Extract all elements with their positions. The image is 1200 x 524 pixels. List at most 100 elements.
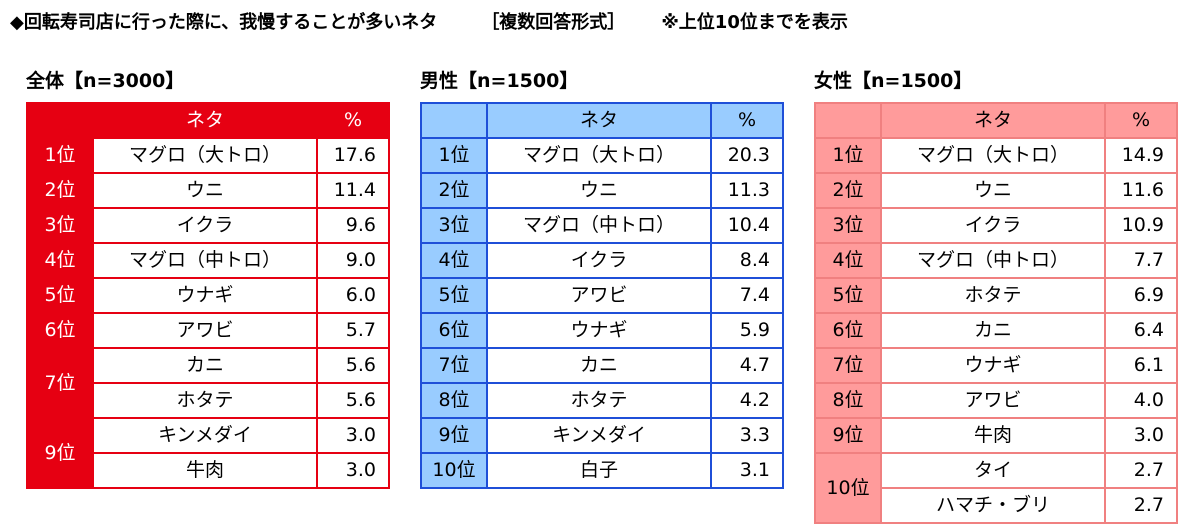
rank-cell: 4位 <box>814 242 882 279</box>
item-cell: ウニ <box>880 172 1106 209</box>
percent-header: % <box>1104 102 1178 139</box>
rank-cell: 4位 <box>26 242 94 279</box>
item-cell: マグロ（中トロ） <box>92 242 318 279</box>
title-format: ［複数回答形式］ <box>481 12 626 33</box>
item-cell: キンメダイ <box>486 417 712 454</box>
percent-cell: 3.1 <box>710 452 784 489</box>
table-header-row: ネタ % <box>814 102 1178 139</box>
rank-cell: 9位 <box>26 417 94 489</box>
table-row: 7位 カニ 4.7 <box>420 347 784 384</box>
male-ranking-table: ネタ % 1位 マグロ（大トロ） 20.3 2位 ウニ 11.3 3位 マグロ（… <box>420 102 784 489</box>
percent-header: % <box>316 102 390 139</box>
percent-cell: 9.6 <box>316 207 390 244</box>
rank-cell: 3位 <box>26 207 94 244</box>
rank-cell: 6位 <box>26 312 94 349</box>
item-cell: カニ <box>486 347 712 384</box>
table-row: 2位 ウニ 11.4 <box>26 172 390 209</box>
table-header-row: ネタ % <box>420 102 784 139</box>
table-row: 1位 マグロ（大トロ） 20.3 <box>420 137 784 174</box>
table-row: 10位 白子 3.1 <box>420 452 784 489</box>
percent-header: % <box>710 102 784 139</box>
rank-cell: 8位 <box>814 382 882 419</box>
table-row: 7位 カニ 5.6 <box>26 347 390 419</box>
percent-cell: 5.7 <box>316 312 390 349</box>
item-cell: マグロ（中トロ） <box>486 207 712 244</box>
item-cell: マグロ（大トロ） <box>486 137 712 174</box>
rank-cell: 5位 <box>26 277 94 314</box>
percent-cell: 4.2 <box>710 382 784 419</box>
percent-cell: 8.4 <box>710 242 784 279</box>
percent-cell: 5.6 <box>316 347 390 384</box>
rank-cell: 3位 <box>420 207 488 244</box>
table-row: 牛肉 3.0 <box>27 452 390 489</box>
table-row: 2位 ウニ 11.6 <box>814 172 1178 209</box>
rank-header <box>814 102 882 139</box>
percent-cell: 20.3 <box>710 137 784 174</box>
percent-cell: 3.0 <box>1104 417 1178 454</box>
item-cell: マグロ（大トロ） <box>92 137 318 174</box>
table-row: 9位 キンメダイ 3.3 <box>420 417 784 454</box>
rank-cell: 2位 <box>420 172 488 209</box>
item-cell: ウナギ <box>880 347 1106 384</box>
table-row: ホタテ 5.6 <box>27 382 390 419</box>
item-cell: 牛肉 <box>880 417 1106 454</box>
title-main: ◆回転寿司店に行った際に、我慢することが多いネタ <box>10 12 438 33</box>
female-heading: 女性【n=1500】 <box>814 70 973 92</box>
item-cell: 白子 <box>486 452 712 489</box>
item-cell: キンメダイ <box>92 417 318 454</box>
rank-cell: 1位 <box>420 137 488 174</box>
rank-cell: 4位 <box>420 242 488 279</box>
percent-cell: 5.9 <box>710 312 784 349</box>
percent-cell: 14.9 <box>1104 137 1178 174</box>
percent-cell: 6.4 <box>1104 312 1178 349</box>
percent-cell: 10.9 <box>1104 207 1178 244</box>
table-row: 4位 マグロ（中トロ） 7.7 <box>814 242 1178 279</box>
table-header-row: ネタ % <box>26 102 390 139</box>
rank-cell: 1位 <box>814 137 882 174</box>
item-cell: ホタテ <box>486 382 712 419</box>
table-row: 6位 アワビ 5.7 <box>26 312 390 349</box>
item-cell: イクラ <box>486 242 712 279</box>
rank-cell: 5位 <box>420 277 488 314</box>
percent-cell: 17.6 <box>316 137 390 174</box>
item-header: ネタ <box>92 102 318 139</box>
total-section: 全体【n=3000】 ネタ % 1位 マグロ（大トロ） 17.6 2位 ウニ 1… <box>26 66 390 489</box>
percent-cell: 11.3 <box>710 172 784 209</box>
male-section: 男性【n=1500】 ネタ % 1位 マグロ（大トロ） 20.3 2位 ウニ 1… <box>420 66 784 489</box>
item-cell: ホタテ <box>92 382 318 419</box>
item-cell: マグロ（中トロ） <box>880 242 1106 279</box>
item-cell: タイ <box>880 452 1106 489</box>
table-row: 6位 カニ 6.4 <box>814 312 1178 349</box>
item-cell: ウナギ <box>92 277 318 314</box>
table-row: 5位 ホタテ 6.9 <box>814 277 1178 314</box>
table-row: 3位 イクラ 9.6 <box>26 207 390 244</box>
percent-cell: 6.0 <box>316 277 390 314</box>
item-cell: カニ <box>92 347 318 384</box>
item-cell: イクラ <box>92 207 318 244</box>
item-cell: ウニ <box>486 172 712 209</box>
table-row: 1位 マグロ（大トロ） 17.6 <box>26 137 390 174</box>
rank-header <box>26 102 94 139</box>
item-cell: アワビ <box>486 277 712 314</box>
item-cell: イクラ <box>880 207 1106 244</box>
percent-cell: 10.4 <box>710 207 784 244</box>
percent-cell: 7.7 <box>1104 242 1178 279</box>
table-row: 1位 マグロ（大トロ） 14.9 <box>814 137 1178 174</box>
rank-header <box>420 102 488 139</box>
table-row: 4位 イクラ 8.4 <box>420 242 784 279</box>
rank-cell: 1位 <box>26 137 94 174</box>
rank-cell: 7位 <box>814 347 882 384</box>
table-row: 10位 タイ 2.7 <box>814 452 1178 524</box>
rank-cell: 9位 <box>420 417 488 454</box>
table-row: 4位 マグロ（中トロ） 9.0 <box>26 242 390 279</box>
table-row: 3位 イクラ 10.9 <box>814 207 1178 244</box>
table-row: 7位 ウナギ 6.1 <box>814 347 1178 384</box>
percent-cell: 7.4 <box>710 277 784 314</box>
item-cell: 牛肉 <box>92 452 318 489</box>
percent-cell: 3.0 <box>316 417 390 454</box>
total-heading: 全体【n=3000】 <box>26 70 185 92</box>
rank-cell: 9位 <box>814 417 882 454</box>
rank-cell: 7位 <box>420 347 488 384</box>
percent-cell: 3.3 <box>710 417 784 454</box>
percent-cell: 4.7 <box>710 347 784 384</box>
